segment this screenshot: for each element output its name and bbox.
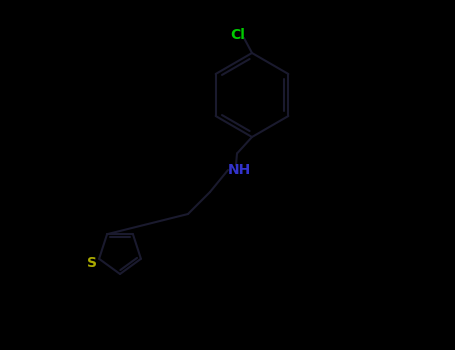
Text: S: S (87, 256, 97, 270)
Text: NH: NH (228, 163, 251, 177)
Text: Cl: Cl (230, 28, 245, 42)
